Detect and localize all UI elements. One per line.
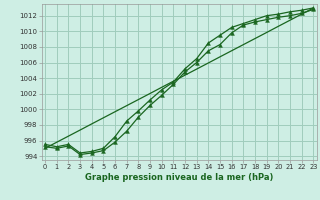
X-axis label: Graphe pression niveau de la mer (hPa): Graphe pression niveau de la mer (hPa) <box>85 173 273 182</box>
